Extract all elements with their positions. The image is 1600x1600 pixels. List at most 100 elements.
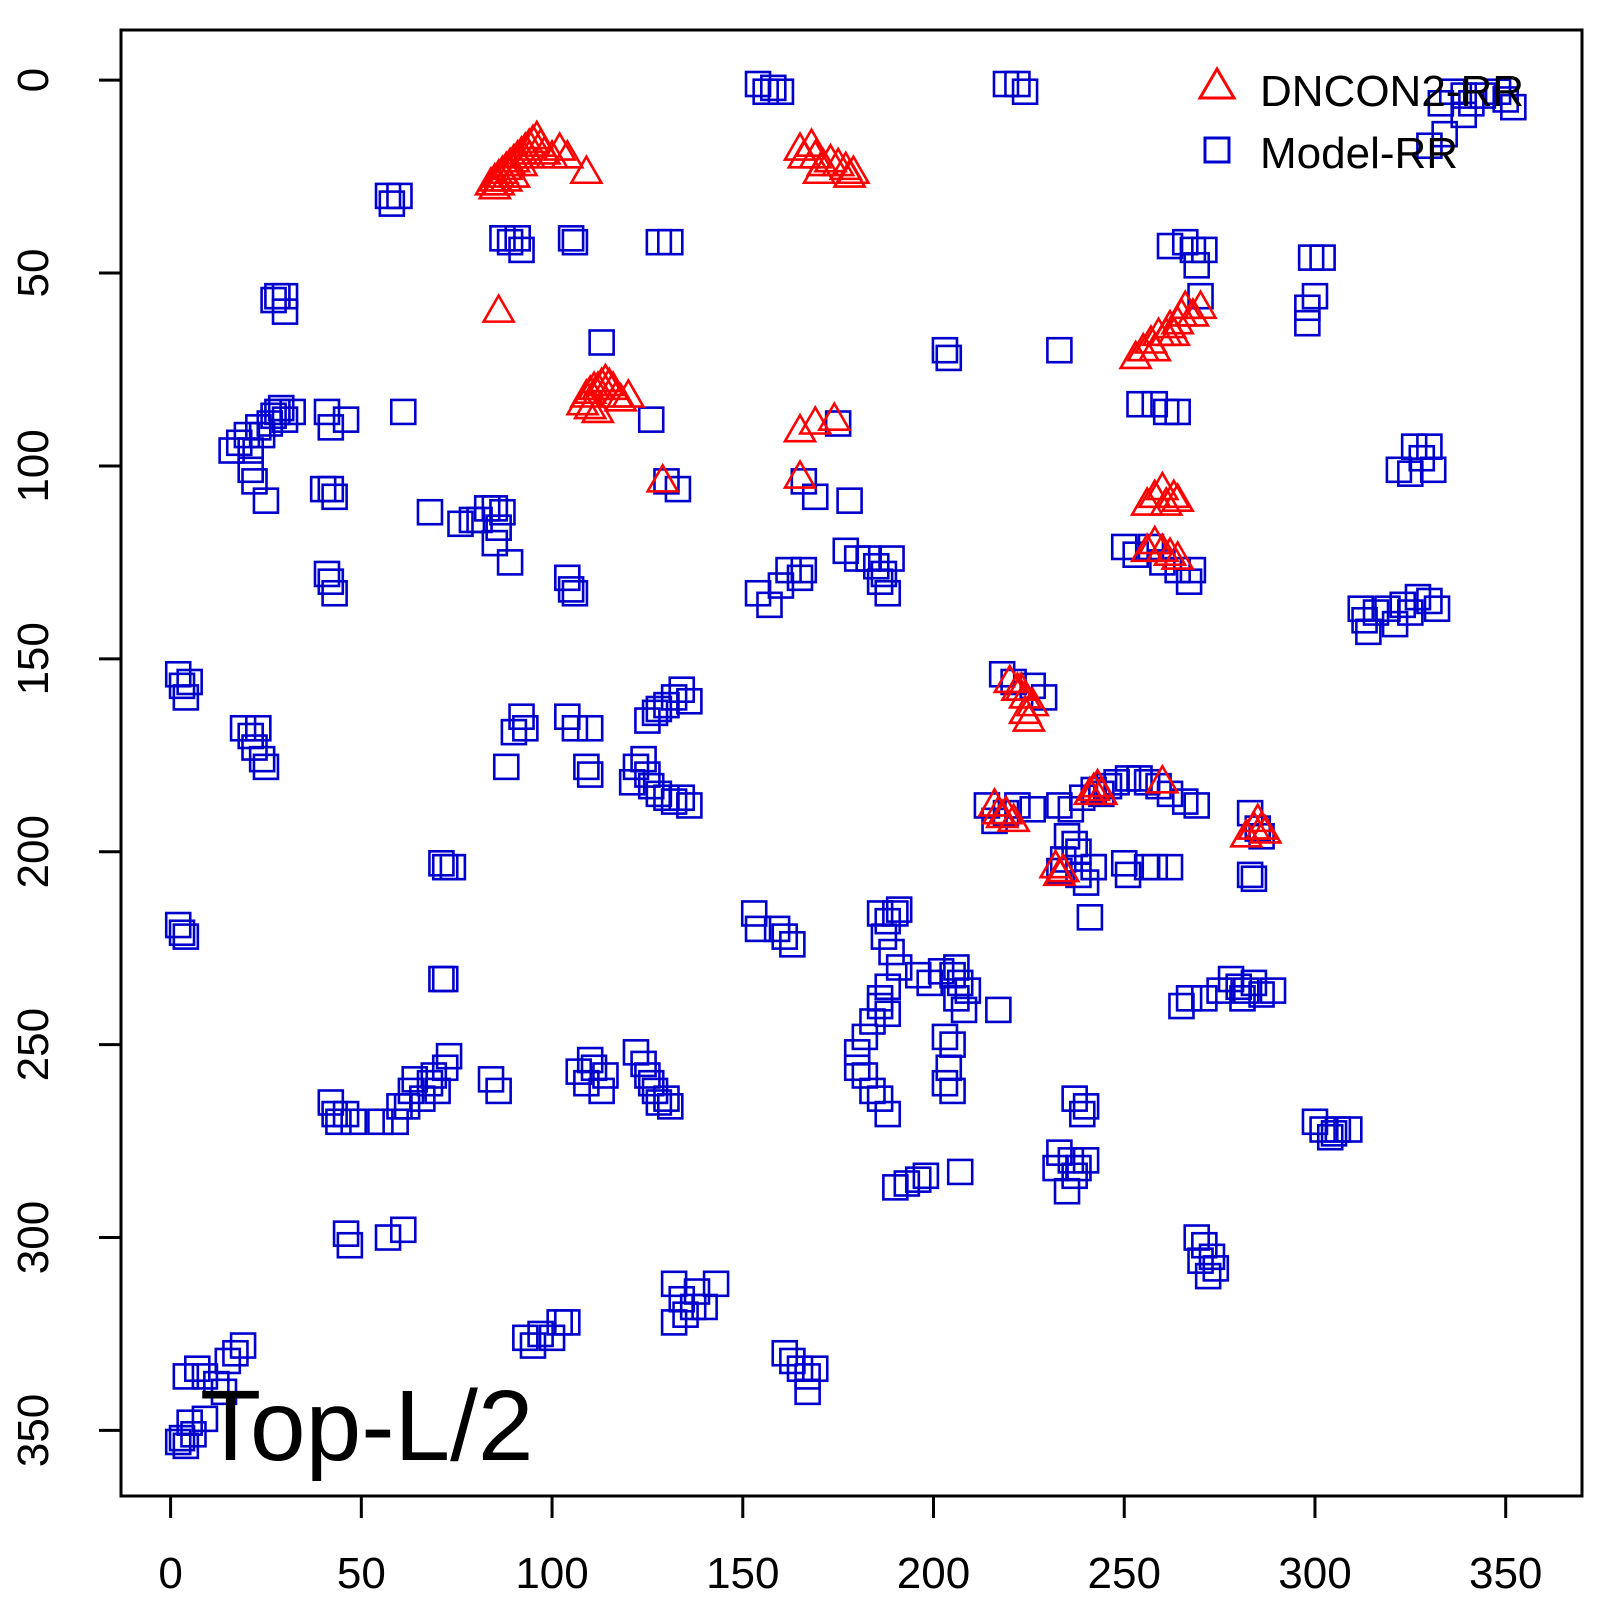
model-rr-point [1183, 252, 1211, 279]
model-rr-point [592, 1062, 619, 1089]
model-rr-point [843, 1039, 871, 1066]
model-rr-point [931, 336, 959, 364]
dncon2-rr-point [817, 401, 852, 431]
model-rr-point [664, 475, 692, 503]
model-rr-point [508, 236, 535, 264]
model-rr-point [374, 1224, 402, 1251]
legend-label-dncon2-rr: DNCON2-RR [1260, 67, 1524, 116]
model-rr-point [874, 579, 902, 607]
y-tick-label: 250 [9, 1008, 58, 1081]
model-rr-point [740, 900, 768, 927]
model-rr-point [1068, 1100, 1096, 1128]
model-rr-point [904, 1166, 932, 1193]
model-rr-point [1202, 1255, 1230, 1282]
model-rr-point [843, 1054, 871, 1082]
dncon2-rr-point [1156, 316, 1192, 347]
model-rr-point [218, 437, 245, 464]
dncon2-rr-point [996, 802, 1031, 833]
model-rr-point [771, 1339, 799, 1367]
model-rr-point [1229, 985, 1256, 1012]
model-rr-point [1057, 1147, 1085, 1174]
model-rr-point [676, 792, 703, 819]
dncon2-rr-point [832, 157, 867, 188]
dncon2-rr-point [1152, 536, 1188, 566]
model-rr-point [183, 1355, 211, 1382]
model-rr-point [767, 572, 795, 599]
model-rr-point [683, 1278, 711, 1305]
model-rr-point [1080, 853, 1108, 881]
model-rr-point [389, 398, 417, 426]
dncon2-rr-point [1015, 686, 1050, 717]
model-rr-point [874, 1000, 902, 1028]
dncon2-rr-point [1244, 809, 1279, 840]
model-rr-point [1492, 86, 1520, 113]
model-rr-point [416, 498, 444, 526]
dncon2-rr-point [1042, 856, 1077, 887]
model-rr-point [874, 1100, 902, 1128]
model-rr-point [1080, 853, 1108, 881]
model-rr-point [935, 344, 963, 372]
x-tick-label: 250 [1088, 1549, 1161, 1598]
model-rr-point [1179, 556, 1207, 584]
dncon2-rr-point [489, 161, 524, 192]
model-rr-point [1133, 853, 1161, 881]
dncon2-rr-point [572, 389, 608, 420]
model-rr-point [1114, 861, 1142, 889]
model-rr-point [943, 954, 970, 981]
model-rr-point [771, 923, 799, 950]
y-tick-label: 100 [9, 429, 58, 502]
model-rr-point [279, 398, 306, 426]
model-rr-point [1126, 390, 1153, 418]
model-rr-point [767, 78, 795, 106]
model-rr-point [1061, 1162, 1088, 1190]
model-rr-point [660, 788, 688, 815]
dncon2-rr-point [1084, 775, 1119, 806]
x-tick-label: 100 [515, 1549, 588, 1598]
model-rr-point [389, 1216, 417, 1244]
model-rr-point [576, 1046, 604, 1074]
model-rr-point [786, 564, 814, 592]
model-rr-point [485, 1077, 512, 1105]
dncon2-rr-point [542, 130, 577, 161]
model-rr-point [214, 1347, 242, 1375]
y-axis: 0 50 100 150 200 250 300 350 [9, 68, 123, 1467]
model-rr-point [172, 684, 200, 711]
model-rr-point [657, 228, 684, 256]
dncon2-rr-point [511, 138, 547, 169]
model-rr-point [1416, 587, 1443, 615]
model-rr-points [164, 70, 1527, 1460]
model-rr-point [660, 1270, 688, 1298]
model-rr-point [946, 1158, 974, 1186]
x-tick-label: 300 [1278, 1549, 1351, 1598]
dncon2-rr-point [782, 412, 818, 443]
model-rr-point [336, 1231, 364, 1259]
model-rr-point [794, 1378, 821, 1406]
model-rr-point [176, 668, 203, 696]
model-rr-point [1355, 618, 1382, 646]
x-tick-label: 200 [897, 1549, 970, 1598]
model-rr-point [1233, 977, 1260, 1004]
dncon2-rr-point [1137, 524, 1173, 555]
dncon2-rr-point [1175, 296, 1211, 327]
model-rr-point [859, 1077, 886, 1105]
model-rr-point [386, 182, 413, 210]
dncon2-rr-point [1076, 771, 1111, 802]
dncon2-rr-point [782, 458, 818, 489]
model-rr-point [481, 529, 509, 557]
dncon2-rr-point [1011, 701, 1047, 732]
dncon2-rr-point [588, 362, 623, 393]
dncon2-rr-point [515, 123, 551, 154]
model-rr-point [752, 78, 779, 106]
model-rr-point [1194, 1262, 1222, 1290]
x-axis: 0 50 100 150 200 250 300 350 [158, 1494, 1542, 1598]
dncon2-rr-point [988, 794, 1024, 825]
dncon2-rr-point [481, 293, 516, 323]
model-rr-point [763, 915, 791, 943]
model-rr-point [485, 514, 512, 541]
model-rr-point [439, 853, 467, 881]
dncon2-rr-point [569, 154, 604, 185]
model-rr-point [744, 915, 772, 943]
annotation-label: Top-L/2 [200, 1370, 534, 1482]
dncon2-rr-point [798, 404, 833, 435]
model-rr-point [878, 938, 905, 966]
